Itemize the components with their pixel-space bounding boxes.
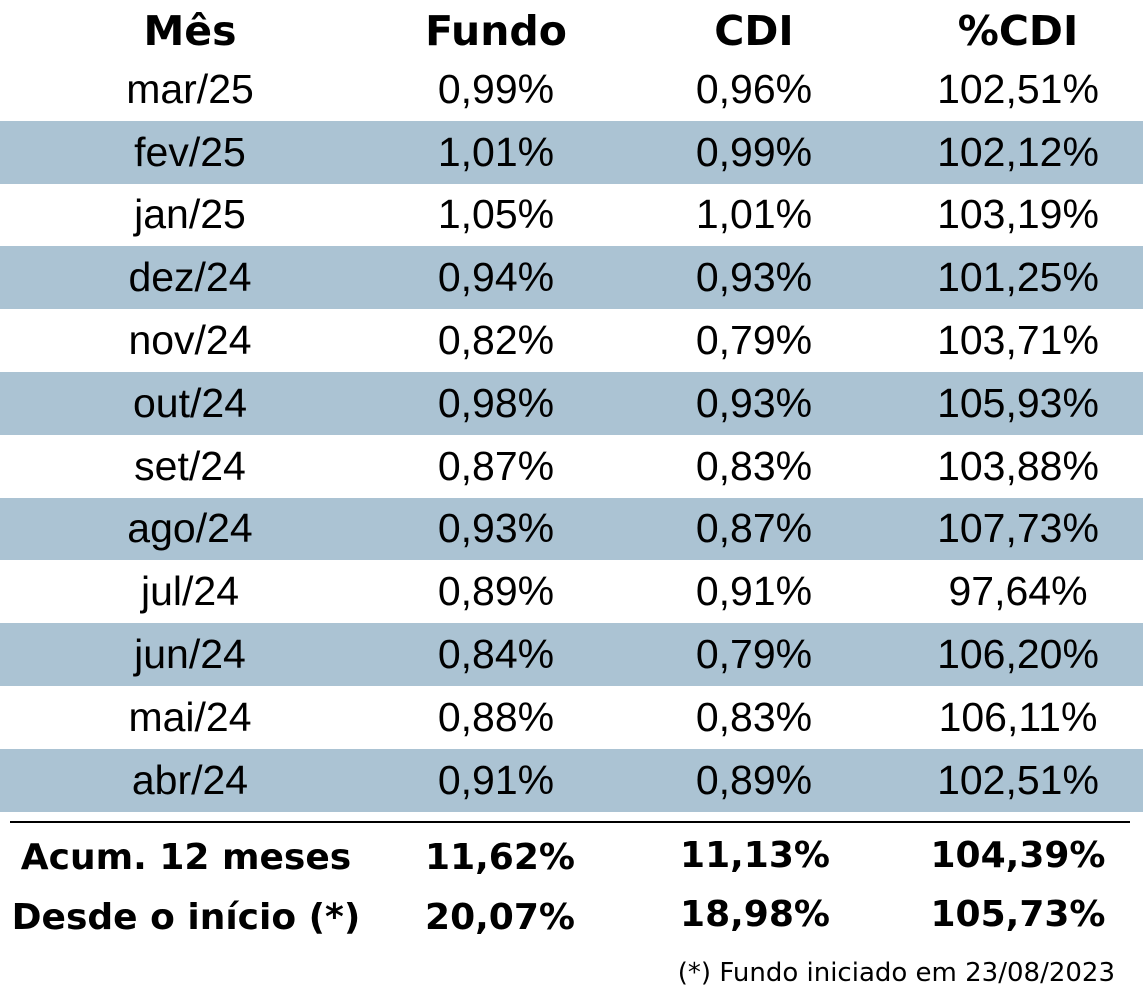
cdi-cell: 0,79% bbox=[695, 631, 813, 678]
summary-pct-cdi: 105,73% bbox=[930, 894, 1106, 935]
month-cell: out/24 bbox=[133, 379, 247, 426]
pct-cdi-cell: 105,93% bbox=[937, 379, 1099, 426]
fund-cell: 1,01% bbox=[437, 128, 555, 175]
pct-cdi-cell: 106,20% bbox=[937, 631, 1099, 678]
fund-cell: 0,99% bbox=[437, 65, 555, 112]
pct-cdi-cell: 102,51% bbox=[937, 65, 1099, 112]
summary-pct-cdi: 104,39% bbox=[930, 835, 1106, 876]
table-row: jul/24 0,89% 0,91% 97,64% bbox=[0, 560, 1143, 623]
cdi-cell: 0,91% bbox=[695, 568, 813, 615]
header-month: Mês bbox=[143, 6, 237, 55]
pct-cdi-cell: 102,51% bbox=[937, 756, 1099, 803]
table-row: nov/24 0,82% 0,79% 103,71% bbox=[0, 309, 1143, 372]
summary-label: Desde o início (*) bbox=[11, 897, 361, 938]
month-cell: jan/25 bbox=[134, 191, 246, 238]
summary-label: Acum. 12 meses bbox=[20, 837, 352, 878]
fund-cell: 1,05% bbox=[437, 191, 555, 238]
table-row: ago/24 0,93% 0,87% 107,73% bbox=[0, 497, 1143, 561]
summary-cdi: 18,98% bbox=[680, 894, 830, 935]
pct-cdi-cell: 97,64% bbox=[948, 568, 1088, 615]
month-cell: set/24 bbox=[134, 442, 246, 489]
cdi-cell: 0,87% bbox=[695, 505, 813, 552]
table-header: Mês Fundo CDI %CDI bbox=[0, 0, 1143, 58]
fund-cell: 0,98% bbox=[437, 379, 555, 426]
fund-cell: 0,84% bbox=[437, 631, 555, 678]
cdi-cell: 1,01% bbox=[695, 191, 813, 238]
month-cell: ago/24 bbox=[127, 505, 253, 552]
performance-table: Mês Fundo CDI %CDI mar/25 0,99% 0,96% 10… bbox=[0, 0, 1143, 812]
table-row: jun/24 0,84% 0,79% 106,20% bbox=[0, 623, 1143, 686]
month-cell: fev/25 bbox=[134, 128, 246, 175]
fund-cell: 0,87% bbox=[437, 442, 555, 489]
month-cell: mai/24 bbox=[128, 693, 252, 740]
fund-cell: 0,88% bbox=[437, 693, 555, 740]
table-row: fev/25 1,01% 0,99% 102,12% bbox=[0, 120, 1143, 184]
summary-row-12-months: Acum. 12 meses 11,62% 11,13% 104,39% bbox=[0, 835, 1143, 898]
month-cell: jun/24 bbox=[134, 631, 246, 678]
fund-cell: 0,89% bbox=[437, 568, 555, 615]
summary-row-since-inception: Desde o início (*) 20,07% 18,98% 105,73% bbox=[0, 894, 1143, 958]
fund-cell: 0,94% bbox=[437, 254, 555, 301]
summary-fund: 20,07% bbox=[425, 897, 575, 938]
header-fund: Fundo bbox=[425, 6, 567, 55]
fund-cell: 0,93% bbox=[437, 505, 555, 552]
pct-cdi-cell: 103,19% bbox=[937, 191, 1099, 238]
cdi-cell: 0,79% bbox=[695, 317, 813, 364]
fund-cell: 0,82% bbox=[437, 317, 555, 364]
pct-cdi-cell: 106,11% bbox=[938, 693, 1098, 740]
cdi-cell: 0,93% bbox=[695, 379, 813, 426]
header-cdi: CDI bbox=[714, 6, 794, 55]
month-cell: dez/24 bbox=[128, 254, 252, 301]
table-row: dez/24 0,94% 0,93% 101,25% bbox=[0, 246, 1143, 310]
summary-divider bbox=[10, 821, 1130, 823]
pct-cdi-cell: 107,73% bbox=[937, 505, 1099, 552]
pct-cdi-cell: 103,88% bbox=[937, 442, 1099, 489]
cdi-cell: 0,89% bbox=[695, 756, 813, 803]
table-row: abr/24 0,91% 0,89% 102,51% bbox=[0, 748, 1143, 812]
cdi-cell: 0,96% bbox=[695, 65, 813, 112]
month-cell: jul/24 bbox=[140, 568, 239, 615]
footnote: (*) Fundo iniciado em 23/08/2023 bbox=[677, 958, 1115, 988]
table-row: mar/25 0,99% 0,96% 102,51% bbox=[0, 58, 1143, 121]
fund-cell: 0,91% bbox=[437, 756, 555, 803]
pct-cdi-cell: 102,12% bbox=[937, 128, 1099, 175]
cdi-cell: 0,99% bbox=[695, 128, 813, 175]
table-row: set/24 0,87% 0,83% 103,88% bbox=[0, 435, 1143, 498]
table-row: jan/25 1,05% 1,01% 103,19% bbox=[0, 184, 1143, 247]
cdi-cell: 0,93% bbox=[695, 254, 813, 301]
pct-cdi-cell: 101,25% bbox=[937, 254, 1099, 301]
table-row: out/24 0,98% 0,93% 105,93% bbox=[0, 371, 1143, 435]
summary-fund: 11,62% bbox=[425, 837, 575, 878]
summary-cdi: 11,13% bbox=[680, 835, 830, 876]
month-cell: mar/25 bbox=[126, 65, 254, 112]
table-body: mar/25 0,99% 0,96% 102,51% fev/25 1,01% … bbox=[0, 58, 1143, 812]
pct-cdi-cell: 103,71% bbox=[937, 317, 1099, 364]
month-cell: nov/24 bbox=[128, 317, 252, 364]
cdi-cell: 0,83% bbox=[695, 693, 813, 740]
header-pct-cdi: %CDI bbox=[957, 6, 1079, 55]
cdi-cell: 0,83% bbox=[695, 442, 813, 489]
table-row: mai/24 0,88% 0,83% 106,11% bbox=[0, 686, 1143, 749]
month-cell: abr/24 bbox=[131, 756, 249, 803]
